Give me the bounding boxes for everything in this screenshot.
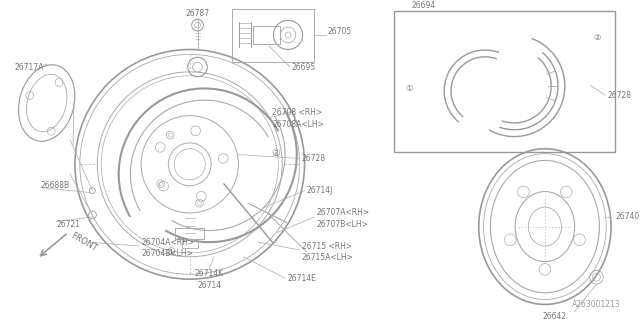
Text: ②: ② [594,33,601,42]
Bar [394,11,615,152]
Text: 26728: 26728 [607,91,631,100]
Text: 26708 <RH>: 26708 <RH> [273,108,323,117]
Text: 26714J: 26714J [307,186,333,195]
Text: 26688B: 26688B [41,181,70,190]
Text: FRONT: FRONT [68,230,98,253]
Text: ①: ① [166,247,175,257]
Text: A263001213: A263001213 [572,300,621,309]
Text: 26715A<LH>: 26715A<LH> [301,253,353,262]
Text: 26695: 26695 [292,62,316,71]
Text: 26787: 26787 [186,9,209,18]
Text: 26694: 26694 [411,1,435,10]
Bar [182,240,198,248]
Text: ①: ① [405,84,412,93]
Text: 26642: 26642 [543,312,566,320]
Text: 26714E: 26714E [287,274,316,283]
Text: ②: ② [271,148,280,158]
Text: 26704A<RH>: 26704A<RH> [141,238,194,247]
Text: 26714: 26714 [197,282,221,291]
Text: 26707A<RH>: 26707A<RH> [316,208,369,218]
Text: 26714K: 26714K [195,269,224,278]
Bar [253,26,280,44]
Bar [232,9,314,62]
Text: 26708A<LH>: 26708A<LH> [273,120,324,129]
Text: 26705: 26705 [328,28,352,36]
Text: 26740: 26740 [616,212,640,221]
Text: 26704B<LH>: 26704B<LH> [141,249,193,258]
Text: 26707B<LH>: 26707B<LH> [316,220,368,229]
Text: 26715 <RH>: 26715 <RH> [301,242,352,251]
Text: 26721: 26721 [56,220,81,229]
Bar [175,228,204,239]
Text: 26717A: 26717A [15,62,44,71]
Text: 26728: 26728 [301,154,326,163]
